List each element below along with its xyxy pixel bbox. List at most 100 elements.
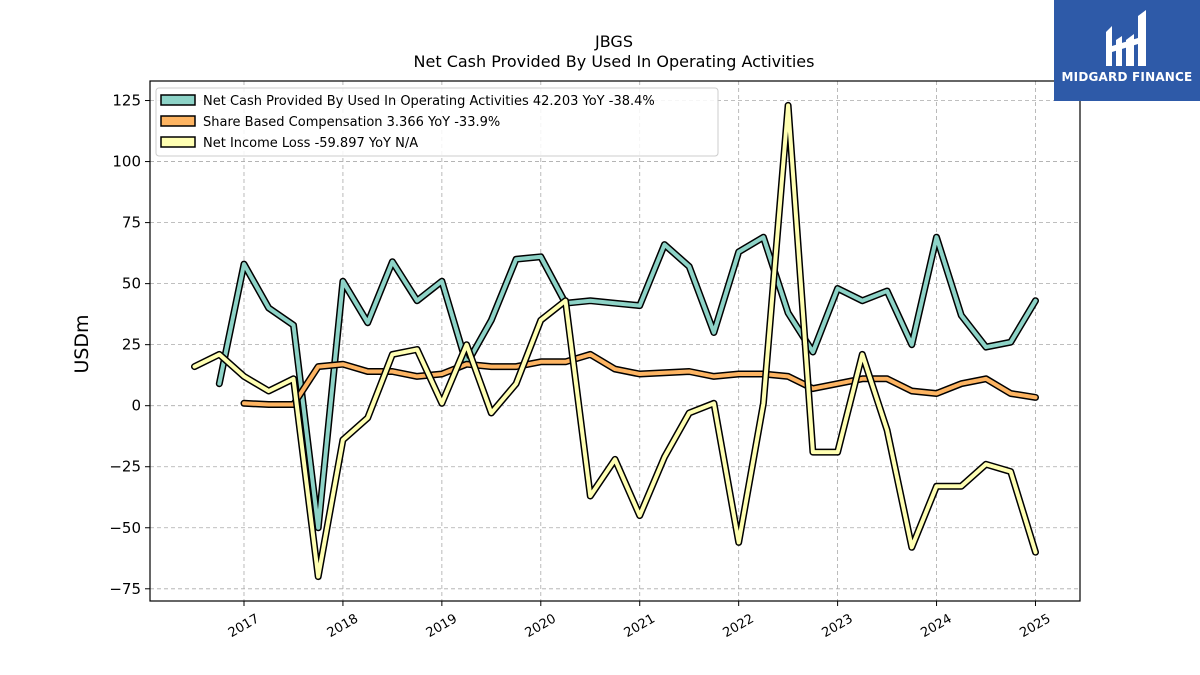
data-point bbox=[564, 360, 568, 364]
data-point bbox=[564, 299, 568, 303]
x-axis-ticks: 2017 2018 2019 2020 2021 2022 2023 2024 2025 bbox=[226, 601, 1053, 641]
midgard-finance-logo: MIDGARD FINANCE bbox=[1054, 0, 1200, 101]
data-point bbox=[514, 257, 518, 261]
legend: Net Cash Provided By Used In Operating A… bbox=[155, 87, 719, 157]
data-point bbox=[786, 103, 790, 107]
data-point bbox=[910, 389, 914, 393]
x-tick-label: 2018 bbox=[325, 611, 361, 641]
gridlines bbox=[150, 81, 1080, 601]
data-point bbox=[217, 352, 221, 356]
data-point bbox=[440, 401, 444, 405]
data-point bbox=[366, 370, 370, 374]
data-point bbox=[415, 374, 419, 378]
data-point bbox=[267, 306, 271, 310]
y-tick-label: −75 bbox=[109, 580, 141, 598]
data-point bbox=[984, 377, 988, 381]
data-point bbox=[366, 416, 370, 420]
data-point bbox=[885, 428, 889, 432]
data-point bbox=[860, 299, 864, 303]
legend-box bbox=[155, 87, 719, 157]
data-point bbox=[638, 372, 642, 376]
data-point bbox=[811, 450, 815, 454]
legend-label: Net Income Loss -59.897 YoY N/A bbox=[203, 136, 418, 151]
data-point bbox=[959, 382, 963, 386]
data-point bbox=[489, 365, 493, 369]
data-point bbox=[860, 377, 864, 381]
data-point bbox=[662, 243, 666, 247]
chart-subtitle: Net Cash Provided By Used In Operating A… bbox=[414, 52, 815, 71]
data-point bbox=[786, 374, 790, 378]
data-point bbox=[588, 352, 592, 356]
legend-swatch bbox=[160, 115, 196, 127]
plot-frame bbox=[149, 80, 1081, 602]
data-point bbox=[885, 289, 889, 293]
series-line-2 bbox=[192, 103, 1038, 579]
data-point bbox=[811, 350, 815, 354]
data-point bbox=[1009, 340, 1013, 344]
data-point bbox=[712, 374, 716, 378]
y-axis-ticks: 125 100 75 50 25 0 −25 −50 −75 bbox=[109, 92, 150, 598]
y-tick-label: 75 bbox=[122, 214, 141, 232]
data-point bbox=[415, 348, 419, 352]
y-tick-label: −50 bbox=[109, 519, 141, 537]
data-point bbox=[588, 494, 592, 498]
data-point bbox=[662, 455, 666, 459]
data-point bbox=[341, 362, 345, 366]
data-point bbox=[1009, 470, 1013, 474]
data-point bbox=[539, 255, 543, 259]
data-point bbox=[341, 438, 345, 442]
data-point bbox=[712, 330, 716, 334]
legend-label: Net Cash Provided By Used In Operating A… bbox=[203, 94, 655, 109]
data-point bbox=[761, 235, 765, 239]
data-point bbox=[341, 279, 345, 283]
data-point bbox=[514, 365, 518, 369]
data-point bbox=[291, 323, 295, 327]
data-point bbox=[539, 318, 543, 322]
series-line-0 bbox=[217, 235, 1038, 530]
data-point bbox=[242, 262, 246, 266]
x-tick-label: 2017 bbox=[226, 611, 262, 641]
data-point bbox=[1033, 299, 1037, 303]
data-point bbox=[390, 370, 394, 374]
legend-swatch bbox=[160, 94, 196, 106]
data-point bbox=[885, 377, 889, 381]
data-point bbox=[761, 401, 765, 405]
data-point bbox=[935, 391, 939, 395]
y-axis-label: USDm bbox=[71, 314, 93, 373]
data-point bbox=[242, 401, 246, 405]
data-point bbox=[514, 382, 518, 386]
data-point bbox=[687, 370, 691, 374]
x-tick-label: 2021 bbox=[622, 611, 658, 641]
data-point bbox=[737, 372, 741, 376]
data-point bbox=[737, 250, 741, 254]
data-point bbox=[1033, 550, 1037, 554]
y-tick-label: −25 bbox=[109, 458, 141, 476]
logo-text: MIDGARD FINANCE bbox=[1061, 70, 1193, 84]
data-point bbox=[291, 377, 295, 381]
data-point bbox=[1009, 391, 1013, 395]
data-point bbox=[489, 411, 493, 415]
x-tick-label: 2023 bbox=[819, 611, 855, 641]
data-point bbox=[242, 374, 246, 378]
data-point bbox=[613, 301, 617, 305]
data-point bbox=[267, 389, 271, 393]
series-line-1 bbox=[242, 352, 1038, 407]
data-point bbox=[588, 299, 592, 303]
data-point bbox=[959, 313, 963, 317]
series-layer bbox=[191, 101, 1039, 581]
data-point bbox=[193, 365, 197, 369]
y-tick-label: 50 bbox=[122, 275, 141, 293]
data-point bbox=[316, 365, 320, 369]
x-tick-label: 2025 bbox=[1017, 611, 1053, 641]
x-tick-label: 2019 bbox=[424, 611, 460, 641]
y-tick-label: 0 bbox=[131, 397, 141, 415]
data-point bbox=[366, 321, 370, 325]
data-point bbox=[935, 484, 939, 488]
data-point bbox=[316, 526, 320, 530]
data-point bbox=[390, 352, 394, 356]
data-point bbox=[638, 304, 642, 308]
y-tick-label: 25 bbox=[122, 336, 141, 354]
legend-swatch bbox=[160, 136, 196, 148]
data-point bbox=[836, 382, 840, 386]
